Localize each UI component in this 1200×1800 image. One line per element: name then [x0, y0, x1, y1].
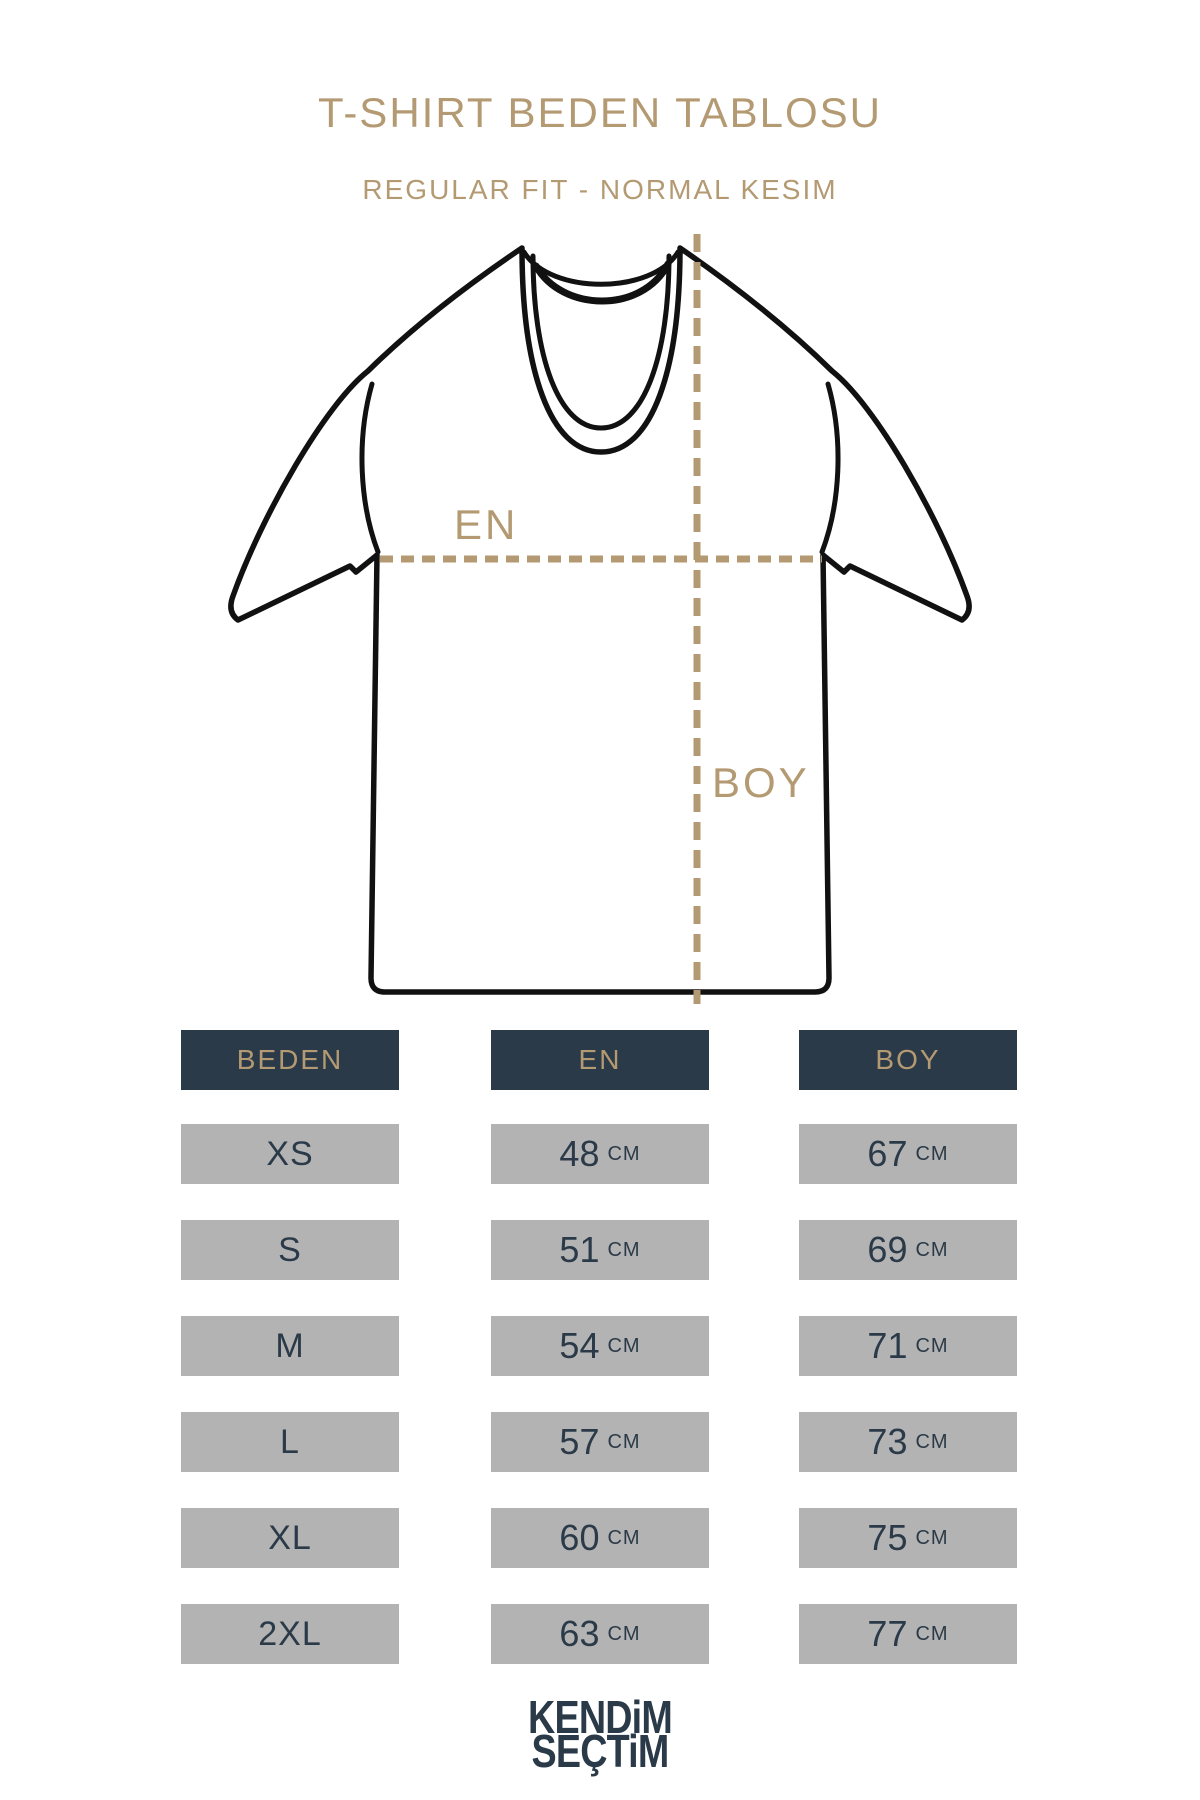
measurement-value: 57 [559, 1421, 600, 1462]
boy-measurement-cell: 69 CM [799, 1220, 1017, 1280]
size-label: S [278, 1230, 302, 1269]
unit-label: CM [915, 1334, 949, 1357]
boy-measurement-cell: 67 CM [799, 1124, 1017, 1184]
size-cell: 2XL [181, 1604, 399, 1664]
measurement-value: 69 [867, 1229, 908, 1270]
size-label: XL [268, 1518, 312, 1557]
table-header-boy: BOY [799, 1030, 1017, 1090]
en-measurement-cell: 48 CM [491, 1124, 709, 1184]
unit-label: CM [607, 1526, 641, 1549]
measurement-value: 71 [867, 1325, 908, 1366]
unit-label: CM [607, 1238, 641, 1261]
measurement-value: 51 [559, 1229, 600, 1270]
collar-inner-rim [530, 253, 672, 431]
size-label: L [280, 1422, 300, 1461]
unit-label: CM [915, 1430, 949, 1453]
size-cell: M [181, 1316, 399, 1376]
measurement-value: 48 [559, 1133, 600, 1174]
measurement-value: 73 [867, 1421, 908, 1462]
boy-measurement-cell: 71 CM [799, 1316, 1017, 1376]
tshirt-diagram [228, 234, 972, 1004]
page-subtitle: REGULAR FIT - NORMAL KESIM [362, 174, 838, 205]
unit-label: CM [915, 1526, 949, 1549]
unit-label: CM [607, 1334, 641, 1357]
measurement-value: 63 [559, 1613, 600, 1654]
unit-label: CM [915, 1238, 949, 1261]
length-dimension-label: BOY [712, 759, 810, 806]
size-label: 2XL [258, 1614, 322, 1653]
page-title: T-SHIRT BEDEN TABLOSU [317, 89, 883, 136]
boy-measurement-cell: 73 CM [799, 1412, 1017, 1472]
measurement-value: 75 [867, 1517, 908, 1558]
tshirt-outline [228, 245, 972, 995]
brand-logo: KENDiM SEÇTiM [0, 1691, 1200, 1777]
measurement-value: 60 [559, 1517, 600, 1558]
left-armhole-seam [359, 381, 381, 555]
en-measurement-cell: 54 CM [491, 1316, 709, 1376]
unit-label: CM [607, 1430, 641, 1453]
size-cell: L [181, 1412, 399, 1472]
en-measurement-cell: 57 CM [491, 1412, 709, 1472]
en-measurement-cell: 60 CM [491, 1508, 709, 1568]
brand-logo-line2: SEÇTiM [531, 1725, 670, 1777]
table-header-beden: BEDEN [181, 1030, 399, 1090]
width-dimension-label: EN [454, 501, 519, 548]
brand-logo-line1: KENDiM [528, 1691, 673, 1743]
unit-label: CM [915, 1622, 949, 1645]
en-measurement-cell: 63 CM [491, 1604, 709, 1664]
size-cell: XL [181, 1508, 399, 1568]
measurement-value: 77 [867, 1613, 908, 1654]
measurement-value: 67 [867, 1133, 908, 1174]
size-label: XS [266, 1134, 314, 1173]
en-measurement-cell: 51 CM [491, 1220, 709, 1280]
size-label: M [275, 1326, 305, 1365]
unit-label: CM [607, 1622, 641, 1645]
unit-label: CM [915, 1142, 949, 1165]
size-cell: S [181, 1220, 399, 1280]
right-armhole-seam [819, 381, 841, 555]
measurement-value: 54 [559, 1325, 600, 1366]
unit-label: CM [607, 1142, 641, 1165]
size-cell: XS [181, 1124, 399, 1184]
table-header-en: EN [491, 1030, 709, 1090]
boy-measurement-cell: 75 CM [799, 1508, 1017, 1568]
boy-measurement-cell: 77 CM [799, 1604, 1017, 1664]
collar-rib-line [532, 260, 672, 305]
